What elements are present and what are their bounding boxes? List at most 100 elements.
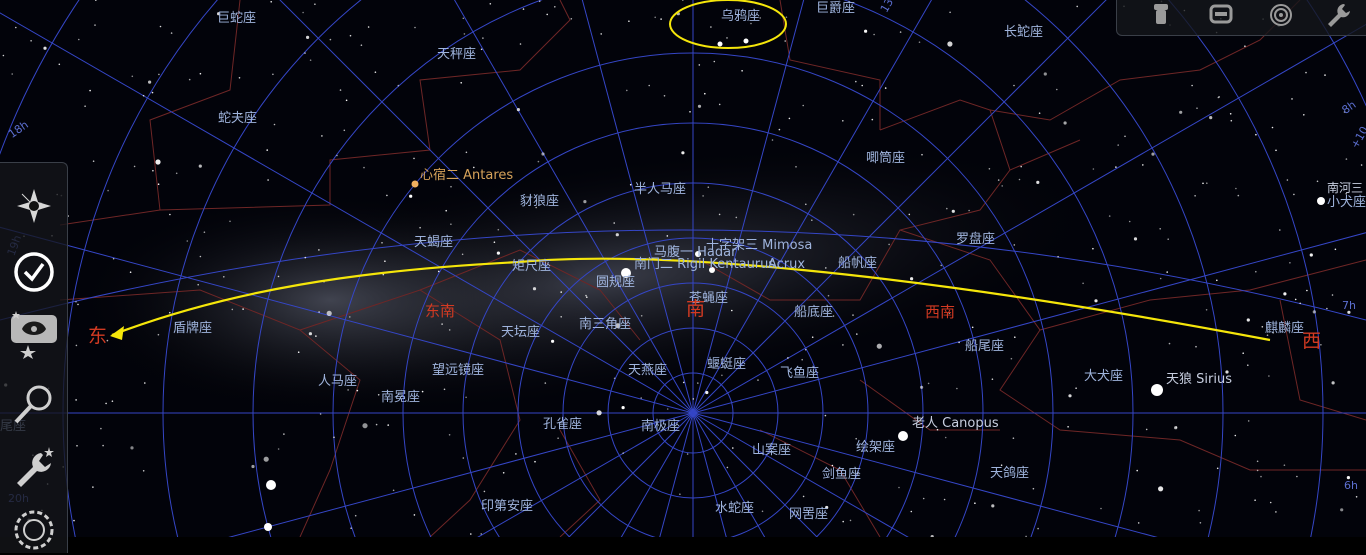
const-chuanwei[interactable]: 船尾座 — [965, 339, 1005, 354]
star — [326, 310, 332, 316]
full-screen-button[interactable] — [1205, 1, 1237, 29]
star — [515, 453, 517, 455]
sky-viewing-options-button[interactable] — [8, 309, 60, 359]
star — [628, 20, 630, 23]
const-wuya[interactable]: 乌鸦座 — [721, 9, 761, 24]
star-acrux-label[interactable]: Acrux — [768, 257, 806, 272]
star — [811, 336, 814, 339]
const-tiantan[interactable]: 天坛座 — [501, 325, 541, 340]
bright-star[interactable] — [743, 38, 749, 44]
const-banrenma[interactable]: 半人马座 — [634, 182, 687, 197]
const-chuandi[interactable]: 船底座 — [794, 305, 834, 320]
const-dunpai[interactable]: 盾牌座 — [173, 321, 213, 336]
const-jianyu[interactable]: 剑鱼座 — [822, 467, 862, 482]
const-renma[interactable]: 人马座 — [318, 374, 358, 389]
bright-star[interactable] — [709, 267, 715, 273]
star — [1347, 310, 1351, 314]
sky-view[interactable] — [0, 0, 1366, 537]
star-mimosa-label[interactable]: 十字架三 Mimosa — [706, 238, 813, 253]
star — [223, 276, 225, 278]
star — [697, 382, 699, 384]
star — [884, 87, 887, 89]
star — [997, 179, 1000, 181]
const-wangyuanjing[interactable]: 望远镜座 — [432, 363, 485, 378]
bright-star[interactable] — [695, 251, 701, 257]
const-kongque[interactable]: 孔雀座 — [543, 417, 583, 432]
star-nanhesan[interactable]: 南河三 — [1327, 181, 1364, 195]
const-jujie[interactable]: 巨爵座 — [816, 1, 856, 16]
star — [842, 344, 844, 346]
const-changshe[interactable]: 长蛇座 — [1004, 25, 1044, 40]
star — [801, 358, 803, 361]
bright-star[interactable] — [266, 480, 276, 490]
star — [660, 18, 662, 20]
star — [75, 344, 78, 347]
const-nanmian[interactable]: 南冕座 — [381, 390, 421, 405]
const-juxie[interactable]: 巨蛇座 — [217, 11, 257, 26]
const-tianyan[interactable]: 天燕座 — [628, 363, 668, 378]
star — [1013, 84, 1015, 87]
star — [360, 44, 363, 46]
star — [1018, 178, 1021, 181]
const-daquan[interactable]: 大犬座 — [1084, 369, 1124, 384]
star-rigil-label[interactable]: 南门二 Rigil Kentaurus — [634, 257, 776, 272]
const-tiange[interactable]: 天鸽座 — [990, 466, 1030, 481]
target-toggle-button[interactable] — [1265, 1, 1297, 29]
const-qilin[interactable]: 麒麟座 — [1265, 321, 1305, 336]
help-window-button[interactable] — [8, 505, 60, 555]
star-hadar-label[interactable]: 马腹一 Hadar — [654, 245, 737, 260]
location-window-button[interactable] — [8, 181, 60, 231]
const-chailang[interactable]: 豺狼座 — [520, 194, 560, 209]
bright-star[interactable] — [898, 431, 908, 441]
const-yindian[interactable]: 印第安座 — [481, 499, 534, 514]
const-shuishe[interactable]: 水蛇座 — [715, 501, 755, 516]
night-mode-button[interactable] — [1145, 1, 1177, 29]
const-tiancheng[interactable]: 天秤座 — [437, 47, 477, 62]
star — [1000, 464, 1003, 467]
configuration-window-button[interactable] — [8, 443, 60, 493]
const-cangying[interactable]: 苍蝇座 — [689, 291, 729, 306]
date-time-window-button[interactable] — [8, 247, 60, 297]
const-wanggu[interactable]: 网罟座 — [789, 507, 829, 522]
star — [1205, 309, 1208, 311]
const-xiaoquan[interactable]: 小犬座 — [1327, 195, 1366, 210]
star — [516, 108, 521, 112]
star — [951, 209, 955, 213]
star — [251, 464, 255, 469]
const-nanji[interactable]: 南极座 — [641, 419, 681, 434]
bright-star[interactable] — [1151, 384, 1163, 396]
bright-star[interactable] — [621, 268, 631, 278]
const-feiyu[interactable]: 飞鱼座 — [780, 366, 820, 381]
star-antares-label[interactable]: 心宿二 Antares — [420, 168, 514, 183]
const-qingting[interactable]: 蝘蜓座 — [707, 357, 747, 372]
star — [1166, 271, 1168, 273]
bright-star[interactable] — [717, 41, 723, 47]
const-luopan[interactable]: 罗盘座 — [956, 232, 996, 247]
star — [910, 277, 914, 281]
const-juchi[interactable]: 矩尺座 — [512, 259, 552, 274]
const-yuangui[interactable]: 圆规座 — [596, 275, 636, 290]
bright-star[interactable] — [1317, 197, 1325, 205]
const-shefu[interactable]: 蛇夫座 — [218, 111, 258, 126]
search-window-button[interactable] — [8, 379, 60, 429]
star — [1294, 298, 1297, 301]
bright-star[interactable] — [411, 180, 419, 188]
star-canopus-label[interactable]: 老人 Canopus — [912, 416, 999, 431]
const-nansanjiao[interactable]: 南三角座 — [579, 317, 632, 332]
star — [615, 323, 621, 329]
tools-button[interactable] — [1323, 1, 1355, 29]
grid-meridian — [692, 0, 1107, 414]
const-chuanfan[interactable]: 船帆座 — [838, 256, 878, 271]
bright-star[interactable] — [264, 523, 272, 531]
star — [329, 38, 332, 41]
star — [583, 200, 587, 204]
const-shanzhai[interactable]: 山案座 — [752, 443, 792, 458]
const-huijia[interactable]: 绘架座 — [856, 440, 896, 455]
star — [1158, 486, 1164, 492]
star-sirius-label[interactable]: 天狼 Sirius — [1166, 372, 1232, 387]
const-jitong[interactable]: 唧筒座 — [866, 151, 906, 166]
star — [1075, 387, 1077, 390]
help-gear-icon — [14, 510, 54, 550]
const-tianxie[interactable]: 天蝎座 — [414, 235, 454, 250]
star — [1199, 522, 1202, 524]
